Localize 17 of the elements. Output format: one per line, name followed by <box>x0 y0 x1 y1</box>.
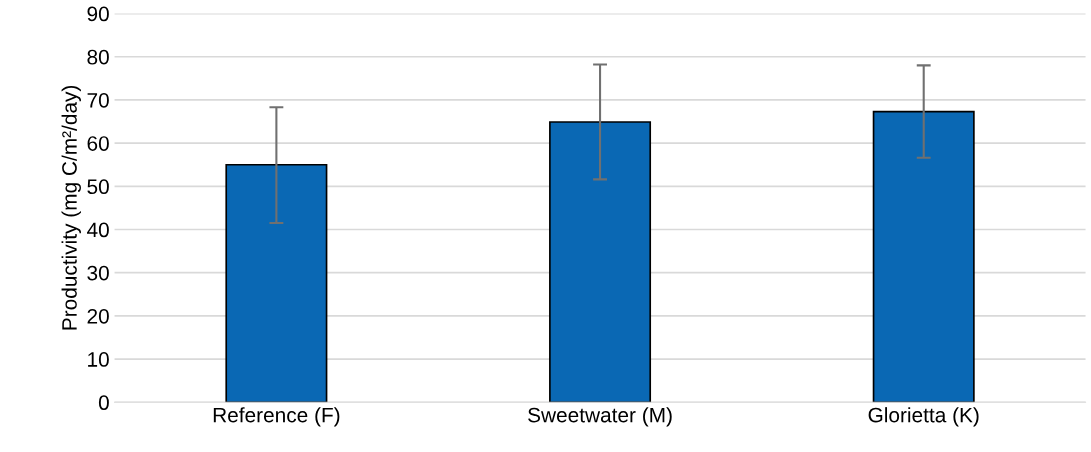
y-tick-label: 0 <box>98 395 109 411</box>
y-tick-label: 60 <box>87 136 109 151</box>
y-tick-label: 20 <box>87 308 109 324</box>
bar <box>549 121 652 403</box>
y-tick-label: 90 <box>87 6 109 22</box>
x-tick-label: Reference (F) <box>213 407 340 427</box>
y-tick-label: 50 <box>87 179 109 195</box>
y-tick-label: 40 <box>87 222 109 238</box>
y-tick-label: 80 <box>87 49 109 65</box>
x-tick-label: Sweetwater (M) <box>528 407 672 427</box>
y-tick-label: 30 <box>87 265 109 281</box>
bar <box>872 110 975 403</box>
x-tick-label: Glorietta (K) <box>868 407 979 427</box>
y-axis-title: Productivity (mg C/m²/day) <box>61 85 81 330</box>
bar <box>225 163 328 403</box>
y-tick-label: 10 <box>88 352 109 367</box>
y-tick-label: 70 <box>87 92 109 108</box>
